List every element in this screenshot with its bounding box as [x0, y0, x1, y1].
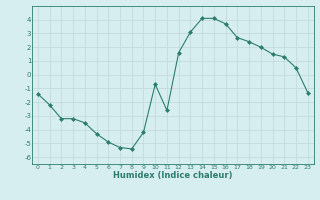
X-axis label: Humidex (Indice chaleur): Humidex (Indice chaleur): [113, 171, 233, 180]
